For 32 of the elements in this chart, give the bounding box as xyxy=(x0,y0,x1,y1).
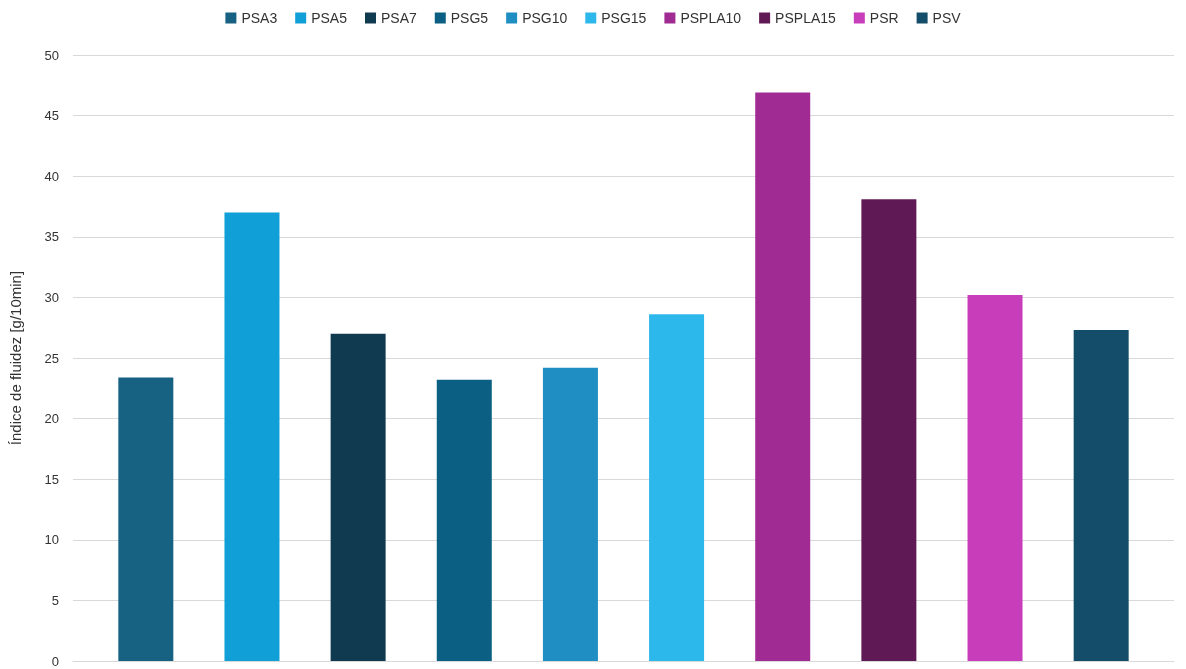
legend-label: PSPLA15 xyxy=(775,10,837,26)
legend-label: PSA7 xyxy=(380,10,417,26)
y-tick-label: 5 xyxy=(51,592,59,608)
y-tick-label: 20 xyxy=(44,411,59,427)
legend-label: PSG15 xyxy=(601,10,647,26)
legend-label: PSV xyxy=(932,10,962,26)
y-tick-label: 10 xyxy=(44,532,59,548)
bar xyxy=(1073,330,1129,661)
y-tick-label: 0 xyxy=(51,653,59,669)
y-tick-label: 25 xyxy=(44,350,59,366)
legend-label: PSPLA10 xyxy=(680,10,742,26)
bar xyxy=(436,379,492,661)
legend-label: PSG10 xyxy=(522,10,568,26)
y-tick-label: 50 xyxy=(44,47,59,63)
y-tick-label: 30 xyxy=(44,289,59,305)
bar xyxy=(542,367,598,661)
y-tick-label: 35 xyxy=(44,229,59,245)
legend-label: PSR xyxy=(869,10,899,26)
legend-label: PSG5 xyxy=(450,10,489,26)
bar xyxy=(224,212,280,661)
bar xyxy=(649,314,705,661)
y-tick-label: 15 xyxy=(44,471,59,487)
bar xyxy=(118,377,174,661)
bar xyxy=(967,294,1023,661)
legend-label: PSA3 xyxy=(241,10,278,26)
bar xyxy=(861,199,917,661)
bar xyxy=(755,92,811,661)
bar xyxy=(330,333,386,661)
y-axis-title: Índice de fluidez [g/10min] xyxy=(7,270,24,446)
y-tick-label: 40 xyxy=(44,168,59,184)
y-tick-label: 45 xyxy=(44,108,59,124)
legend-label: PSA5 xyxy=(311,10,348,26)
